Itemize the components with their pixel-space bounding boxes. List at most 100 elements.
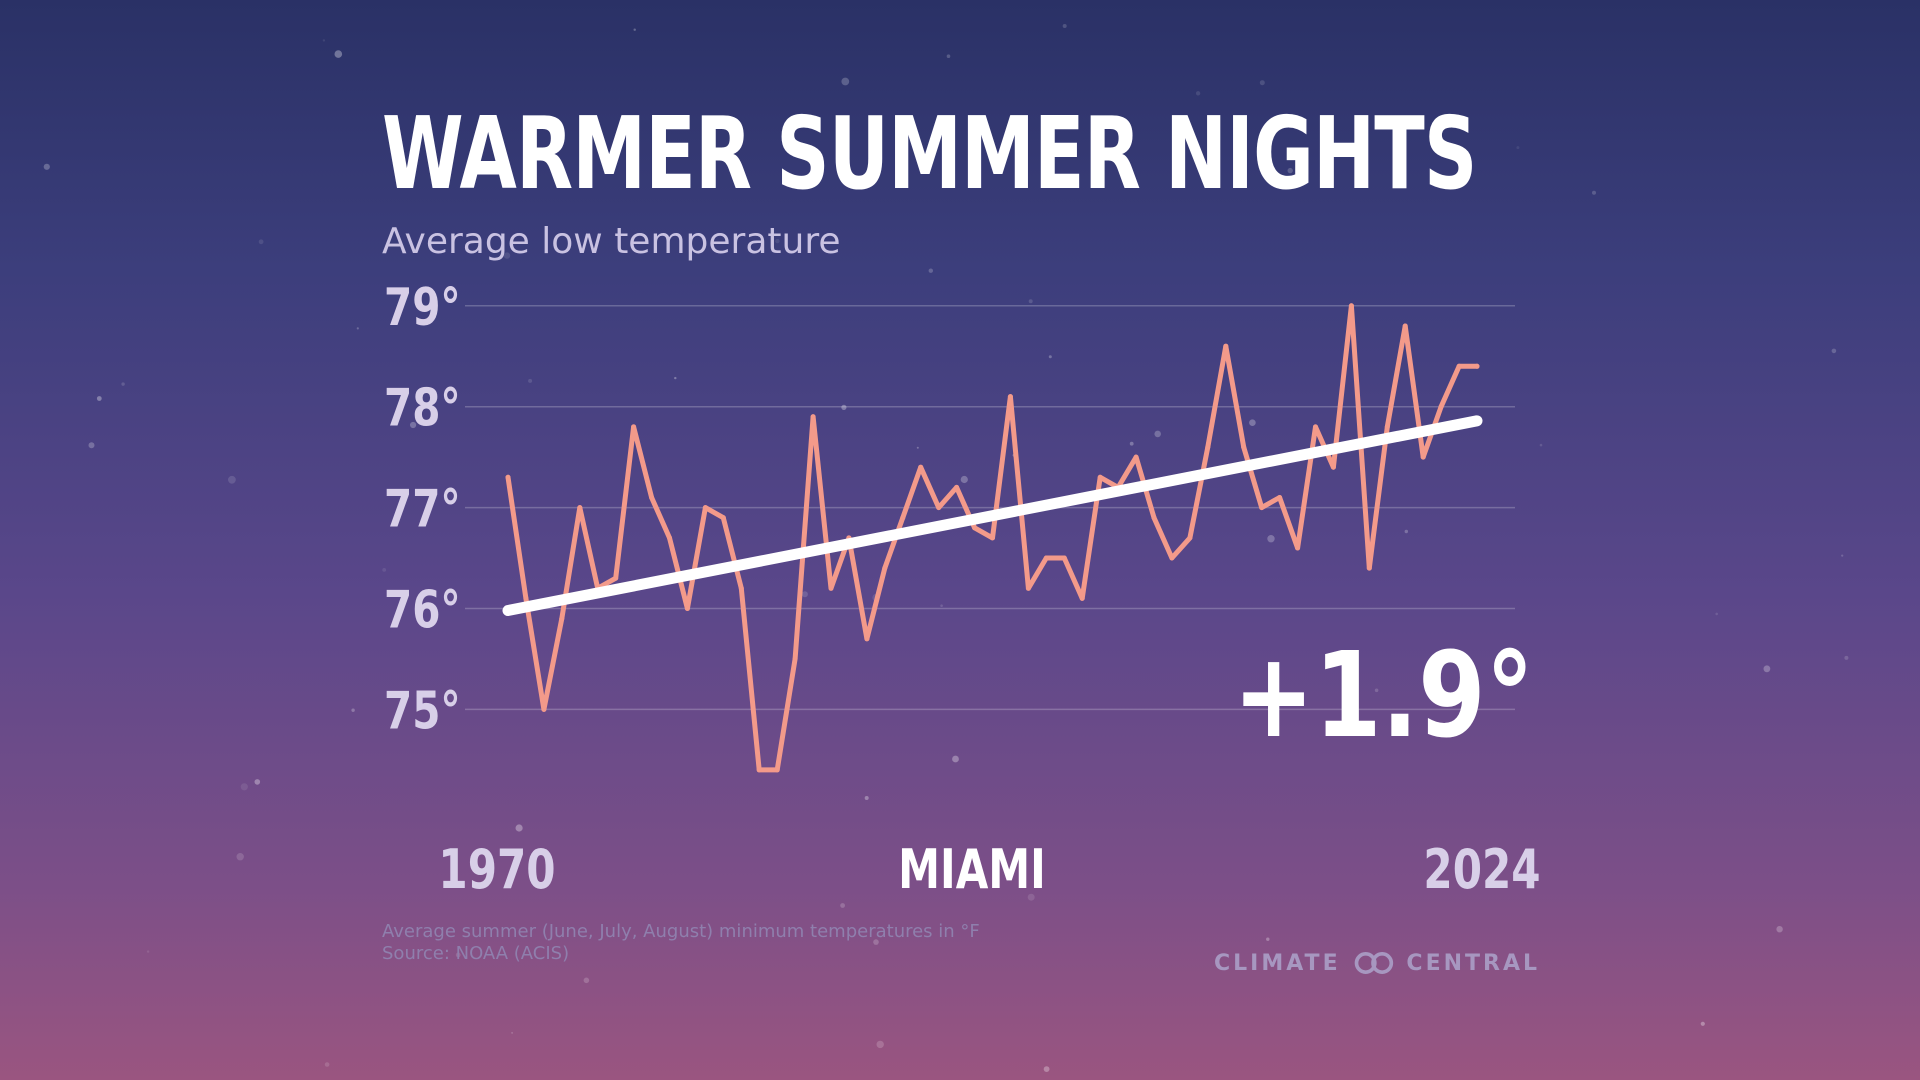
climate-central-logo: CLIMATE CENTRAL xyxy=(1214,946,1540,980)
star xyxy=(1831,348,1837,354)
star xyxy=(864,796,869,800)
data-point xyxy=(1438,404,1444,410)
data-point xyxy=(1025,585,1031,591)
data-point xyxy=(1097,474,1103,480)
star xyxy=(121,382,125,386)
data-point xyxy=(1223,343,1229,349)
data-point xyxy=(990,535,995,541)
star xyxy=(1776,926,1783,933)
data-point xyxy=(1133,454,1139,460)
data-point xyxy=(954,484,960,490)
data-point xyxy=(1456,363,1462,369)
star xyxy=(351,708,355,712)
star xyxy=(928,268,933,273)
logo-text-right: CENTRAL xyxy=(1406,950,1540,976)
data-point xyxy=(1330,464,1336,470)
data-point xyxy=(1007,394,1013,400)
star xyxy=(960,475,968,484)
data-point xyxy=(684,606,690,611)
star xyxy=(1374,688,1379,693)
data-point xyxy=(1079,595,1085,601)
data-point xyxy=(882,565,888,571)
data-point xyxy=(631,424,637,430)
star xyxy=(1062,24,1067,28)
star xyxy=(583,977,590,984)
data-point xyxy=(541,706,547,712)
data-point xyxy=(1277,495,1283,500)
star xyxy=(254,779,261,785)
star xyxy=(801,591,808,598)
star xyxy=(1027,893,1035,901)
data-point xyxy=(1295,545,1301,551)
star xyxy=(916,446,919,449)
star xyxy=(876,1040,884,1049)
data-point xyxy=(810,414,816,420)
star xyxy=(1028,299,1033,304)
data-point xyxy=(505,474,511,480)
data-point xyxy=(1420,454,1426,460)
star xyxy=(88,442,95,449)
star xyxy=(1266,937,1270,941)
data-point xyxy=(720,515,726,521)
data-point xyxy=(1259,505,1265,511)
star xyxy=(841,77,850,86)
data-point xyxy=(523,595,529,601)
y-axis-tick-labels: 75° 76° 77° 78° 79° xyxy=(384,277,461,741)
star xyxy=(1154,430,1161,438)
y-tick-label: 76° xyxy=(384,580,461,640)
star xyxy=(356,327,359,330)
star xyxy=(410,421,417,429)
star xyxy=(1267,535,1275,543)
star xyxy=(841,404,847,410)
data-point xyxy=(1061,555,1067,561)
data-point xyxy=(1205,444,1211,450)
star xyxy=(240,783,248,791)
star xyxy=(1404,529,1409,534)
star xyxy=(1516,146,1520,150)
data-point xyxy=(792,656,798,662)
star xyxy=(1844,655,1849,660)
star xyxy=(455,952,461,958)
x-axis-end-label: 2024 xyxy=(1423,839,1540,901)
star xyxy=(324,1062,330,1067)
data-point xyxy=(649,495,655,500)
star xyxy=(873,939,879,945)
star xyxy=(1043,1066,1050,1072)
linked-rings-icon xyxy=(1354,952,1393,974)
star xyxy=(503,252,511,259)
y-tick-label: 79° xyxy=(384,277,461,337)
star xyxy=(322,39,326,42)
star xyxy=(1195,91,1201,96)
y-tick-label: 75° xyxy=(384,680,461,740)
star xyxy=(775,238,780,244)
star xyxy=(1715,612,1718,616)
data-point xyxy=(828,585,834,591)
star xyxy=(1249,419,1256,427)
star xyxy=(334,50,343,58)
star xyxy=(96,396,102,401)
star xyxy=(382,568,387,572)
temperature-change-label: +1.9° xyxy=(1233,628,1534,765)
data-point xyxy=(756,767,762,773)
star xyxy=(1700,1021,1705,1026)
star xyxy=(228,475,236,484)
location-label: MIAMI xyxy=(898,839,1046,901)
star xyxy=(946,54,951,58)
data-point xyxy=(1151,515,1157,521)
data-point xyxy=(774,767,780,773)
star xyxy=(940,604,943,607)
star xyxy=(1287,167,1293,174)
star xyxy=(258,239,264,245)
data-point xyxy=(1384,424,1390,430)
star xyxy=(1129,441,1134,446)
star xyxy=(528,378,533,383)
chart-subtitle: Average low temperature xyxy=(382,221,841,262)
logo-text-left: CLIMATE xyxy=(1214,950,1341,976)
star xyxy=(1592,190,1596,195)
star xyxy=(1048,355,1052,359)
data-point xyxy=(559,616,565,622)
data-point xyxy=(1043,555,1049,561)
data-point xyxy=(918,464,924,470)
data-point xyxy=(936,505,942,511)
star xyxy=(1841,554,1844,557)
